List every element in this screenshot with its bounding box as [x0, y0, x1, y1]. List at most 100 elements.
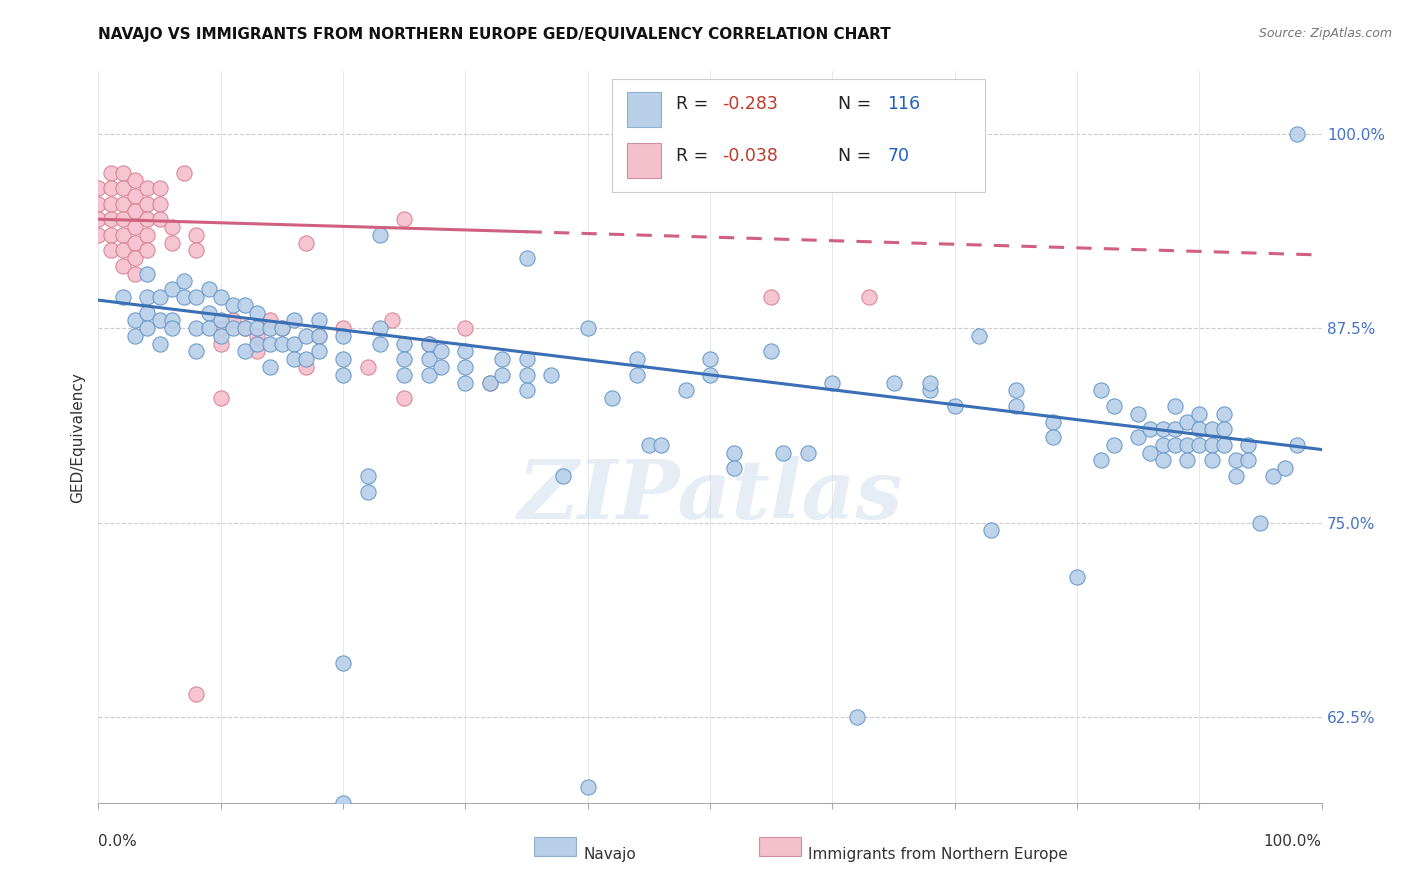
Point	[233, 321, 256, 335]
Point	[1175, 453, 1198, 467]
Point	[1066, 570, 1088, 584]
Point	[233, 321, 256, 335]
Point	[136, 227, 159, 242]
Point	[1188, 438, 1211, 452]
Point	[1225, 469, 1247, 483]
Point	[246, 344, 269, 359]
Point	[270, 336, 294, 351]
Point	[197, 282, 219, 296]
Point	[454, 376, 477, 390]
Point	[967, 329, 990, 343]
Point	[295, 359, 318, 374]
Point	[186, 321, 208, 335]
Point	[209, 321, 232, 335]
Point	[1164, 422, 1187, 436]
Point	[209, 329, 232, 343]
Point	[308, 313, 330, 327]
Point	[430, 344, 453, 359]
Point	[100, 227, 122, 242]
Point	[1152, 422, 1174, 436]
Point	[233, 344, 256, 359]
Point	[980, 524, 1002, 538]
Point	[1274, 461, 1296, 475]
Point	[136, 244, 159, 258]
Point	[295, 352, 318, 367]
Point	[100, 181, 122, 195]
Point	[392, 391, 416, 405]
Text: ZIPatlas: ZIPatlas	[517, 456, 903, 535]
Point	[1004, 399, 1026, 413]
Point	[173, 290, 195, 304]
Point	[368, 321, 391, 335]
Point	[87, 181, 110, 195]
FancyBboxPatch shape	[612, 78, 986, 192]
Point	[1212, 407, 1234, 421]
Point	[797, 445, 820, 459]
Point	[283, 336, 305, 351]
Point	[111, 290, 134, 304]
Point	[100, 165, 122, 179]
Point	[259, 336, 281, 351]
Point	[246, 321, 269, 335]
Point	[356, 359, 378, 374]
Point	[1201, 438, 1223, 452]
Point	[478, 376, 501, 390]
Point	[332, 796, 354, 810]
Point	[111, 181, 134, 195]
Point	[124, 251, 146, 265]
Point	[1164, 399, 1187, 413]
Text: Navajo: Navajo	[583, 847, 637, 862]
Point	[87, 212, 110, 227]
Point	[1286, 127, 1309, 141]
Point	[418, 336, 440, 351]
Point	[1152, 453, 1174, 467]
Point	[149, 336, 172, 351]
Point	[907, 127, 929, 141]
Point	[111, 259, 134, 273]
Text: 70: 70	[887, 146, 910, 165]
Point	[222, 321, 245, 335]
Point	[111, 212, 134, 227]
Point	[1286, 438, 1309, 452]
Point	[1139, 422, 1161, 436]
Text: Immigrants from Northern Europe: Immigrants from Northern Europe	[808, 847, 1069, 862]
Point	[723, 461, 745, 475]
Point	[392, 212, 416, 227]
Point	[87, 227, 110, 242]
Point	[1102, 438, 1125, 452]
Point	[149, 290, 172, 304]
Point	[356, 469, 378, 483]
Point	[576, 321, 599, 335]
Point	[392, 352, 416, 367]
Point	[392, 368, 416, 382]
Point	[626, 352, 648, 367]
Point	[1128, 407, 1150, 421]
Point	[772, 445, 794, 459]
Point	[845, 710, 868, 724]
Point	[1237, 453, 1260, 467]
Point	[454, 359, 477, 374]
Point	[100, 212, 122, 227]
Point	[283, 313, 305, 327]
Point	[186, 344, 208, 359]
Point	[136, 181, 159, 195]
Text: R =: R =	[676, 146, 713, 165]
Point	[515, 352, 537, 367]
Point	[430, 359, 453, 374]
Point	[491, 352, 513, 367]
Point	[160, 321, 183, 335]
Y-axis label: GED/Equivalency: GED/Equivalency	[70, 372, 86, 502]
Point	[173, 165, 195, 179]
Point	[197, 305, 219, 319]
Point	[491, 368, 513, 382]
Point	[600, 391, 623, 405]
Point	[160, 282, 183, 296]
Point	[883, 376, 905, 390]
Point	[761, 344, 783, 359]
Point	[381, 313, 404, 327]
Point	[186, 227, 208, 242]
Point	[124, 235, 146, 250]
Point	[1090, 384, 1112, 398]
Point	[1212, 438, 1234, 452]
Point	[246, 336, 269, 351]
